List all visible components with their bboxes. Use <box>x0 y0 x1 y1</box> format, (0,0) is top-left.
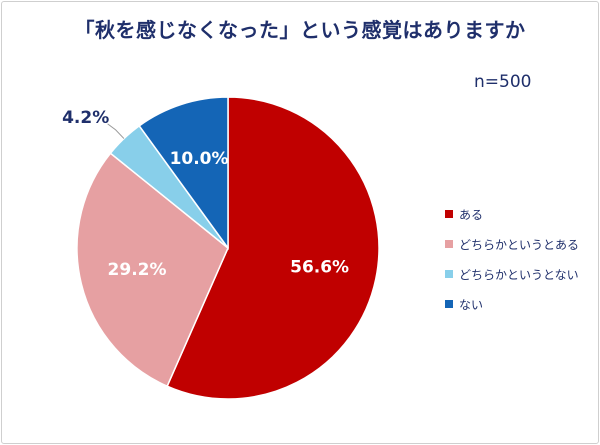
legend-swatch <box>445 210 453 218</box>
chart-title: 「秋を感じなくなった」という感覚はありますか <box>74 18 526 42</box>
legend: ある どちらかというとある どちらかというとない ない <box>445 199 579 319</box>
data-label: 56.6% <box>290 257 349 277</box>
legend-label: ない <box>459 297 484 312</box>
pie-slice <box>138 96 229 251</box>
legend-item: どちらかというとない <box>445 259 579 289</box>
data-label: 10.0% <box>170 149 229 169</box>
legend-item: ある <box>445 199 579 229</box>
legend-label: ある <box>459 207 484 222</box>
legend-swatch <box>445 270 453 278</box>
pie-slice <box>166 96 380 400</box>
leader-line <box>107 123 125 139</box>
pie-slice <box>76 152 229 388</box>
legend-label: どちらかというとない <box>459 267 579 282</box>
legend-label: どちらかというとある <box>459 237 580 252</box>
legend-item: ない <box>445 289 579 319</box>
sample-size-label: n=500 <box>474 72 532 92</box>
legend-swatch <box>445 300 453 308</box>
data-label: 4.2% <box>62 108 109 128</box>
legend-swatch <box>445 240 453 248</box>
legend-item: どちらかというとある <box>445 229 579 259</box>
data-label: 29.2% <box>108 260 167 280</box>
